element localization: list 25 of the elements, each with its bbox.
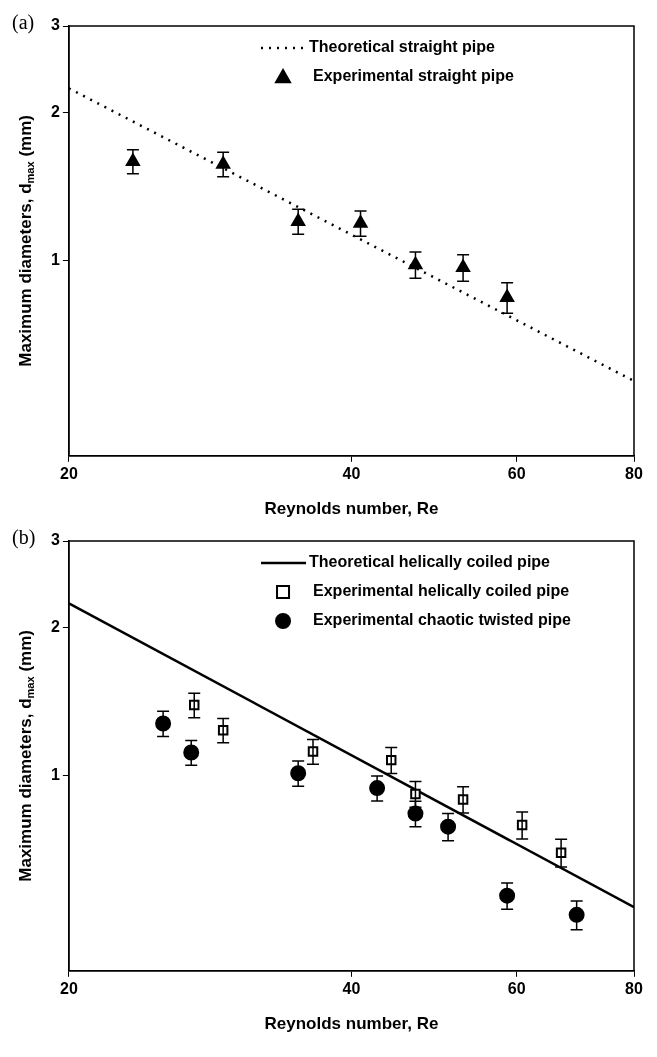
y-axis-title: Maximum diameters, dmax (mm) bbox=[15, 115, 37, 367]
chart-title: (b) bbox=[12, 526, 36, 550]
x-axis-title: Reynolds number, Re bbox=[264, 498, 439, 518]
y-tick-label: 1 bbox=[50, 765, 60, 783]
x-tick-label: 40 bbox=[342, 464, 361, 482]
legend-label: Experimental helically coiled pipe bbox=[313, 582, 570, 600]
y-tick-label: 3 bbox=[50, 531, 60, 549]
legend-label: Theoretical helically coiled pipe bbox=[309, 553, 551, 571]
x-tick-label: 20 bbox=[60, 464, 78, 482]
y-tick-label: 1 bbox=[50, 250, 60, 268]
chart-title: (a) bbox=[12, 11, 35, 35]
x-tick-label: 80 bbox=[625, 464, 643, 482]
y-tick-label: 2 bbox=[50, 617, 60, 635]
x-tick-label: 40 bbox=[342, 979, 361, 997]
x-tick-label: 80 bbox=[625, 979, 643, 997]
y-tick-label: 3 bbox=[50, 16, 60, 34]
y-axis-title: Maximum diameters, dmax (mm) bbox=[15, 630, 37, 882]
legend-label: Theoretical straight pipe bbox=[309, 38, 495, 56]
y-tick-label: 2 bbox=[50, 102, 60, 120]
x-tick-label: 20 bbox=[60, 979, 78, 997]
legend-label: Experimental straight pipe bbox=[313, 67, 515, 85]
legend-label: Experimental chaotic twisted pipe bbox=[313, 611, 571, 629]
x-tick-label: 60 bbox=[507, 464, 526, 482]
x-axis-title: Reynolds number, Re bbox=[264, 1013, 439, 1033]
x-tick-label: 60 bbox=[507, 979, 526, 997]
